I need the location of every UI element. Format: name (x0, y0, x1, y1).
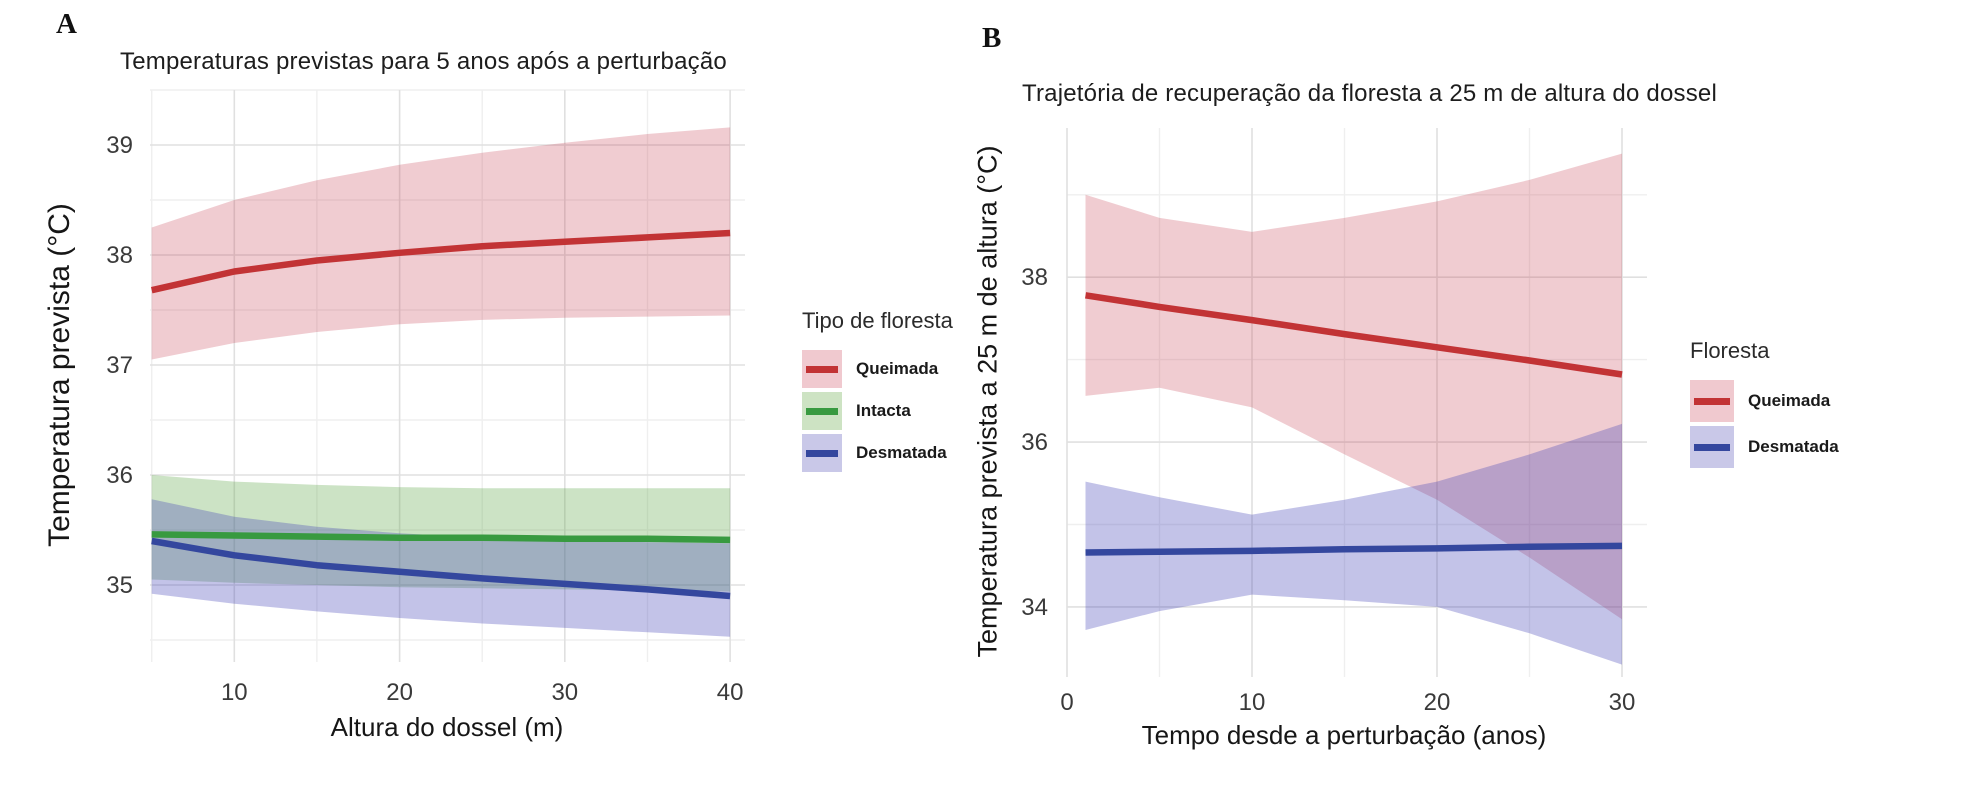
legend-title: Tipo de floresta (802, 308, 953, 333)
legend-item-queimada: Queimada (802, 350, 953, 388)
panel-a-label: A (56, 8, 77, 40)
legend-item-queimada: Queimada (1690, 380, 1839, 422)
series-queimada-band (151, 127, 731, 360)
panel-b-title: Trajetória de recuperação da floresta a … (1022, 80, 1717, 107)
panel-b-label: B (982, 22, 1002, 54)
y-tick-label: 36 (1021, 429, 1048, 456)
x-tick-label: 30 (1609, 689, 1636, 716)
legend-item-desmatada: Desmatada (1690, 426, 1839, 468)
panel-b-y-axis-title: Temperatura prevista a 25 m de altura (°… (972, 145, 1003, 658)
y-tick-label: 37 (106, 352, 133, 379)
legend-swatch-queimada (1690, 380, 1734, 422)
x-tick-label: 20 (1424, 689, 1451, 716)
legend-title: Floresta (1690, 338, 1770, 363)
panel-a-y-axis-title: Temperatura prevista (°C) (43, 203, 76, 547)
legend-items: Queimada Desmatada (1690, 380, 1839, 468)
x-tick-label: 0 (1060, 689, 1073, 716)
series-queimada-band (1085, 153, 1622, 620)
x-tick-label: 20 (386, 679, 413, 706)
y-tick-label: 36 (106, 462, 133, 489)
y-tick-label: 35 (106, 572, 133, 599)
y-tick-label: 34 (1021, 594, 1048, 621)
series-desmatada-line (1085, 542, 1623, 556)
series-queimada-line (1084, 292, 1623, 378)
legend-line-icon (1694, 443, 1730, 451)
series-desmatada-band (1085, 423, 1622, 665)
x-tick-label: 10 (221, 679, 248, 706)
legend-tipo-de-floresta: Tipo de floresta Queimada Intacta Desmatad… (802, 308, 953, 476)
series-desmatada-line (151, 537, 731, 600)
legend-floresta: Floresta Queimada Desmatada (1690, 338, 1839, 472)
legend-swatch-queimada (802, 350, 842, 388)
series-intacta-line (151, 531, 731, 544)
legend-line-icon (806, 407, 838, 415)
panel-a-title: Temperaturas previstas para 5 anos após … (120, 48, 727, 75)
legend-swatch-intacta (802, 392, 842, 430)
legend-swatch-desmatada (802, 434, 842, 472)
y-tick-label: 38 (106, 242, 133, 269)
legend-line-icon (1694, 397, 1730, 405)
panel-b-x-axis-title: Tempo desde a perturbação (anos) (1141, 720, 1547, 750)
x-tick-label: 30 (551, 679, 578, 706)
legend-item-intacta: Intacta (802, 392, 953, 430)
legend-swatch-desmatada (1690, 426, 1734, 468)
legend-label: Desmatada (1748, 437, 1839, 456)
legend-label: Queimada (1748, 391, 1831, 410)
x-tick-label: 10 (1239, 689, 1266, 716)
legend-item-desmatada: Desmatada (802, 434, 953, 472)
series-queimada-line (150, 229, 731, 294)
legend-items: Queimada Intacta Desmatada (802, 350, 953, 472)
legend-line-icon (806, 365, 838, 373)
y-tick-label: 38 (1021, 264, 1048, 291)
legend-label: Intacta (856, 401, 911, 420)
y-tick-label: 39 (106, 132, 133, 159)
panel-a-x-axis-title: Altura do dossel (m) (330, 712, 564, 742)
legend-label: Desmatada (856, 443, 947, 462)
legend-line-icon (806, 449, 838, 457)
x-tick-label: 40 (717, 679, 744, 706)
legend-label: Queimada (856, 359, 939, 378)
